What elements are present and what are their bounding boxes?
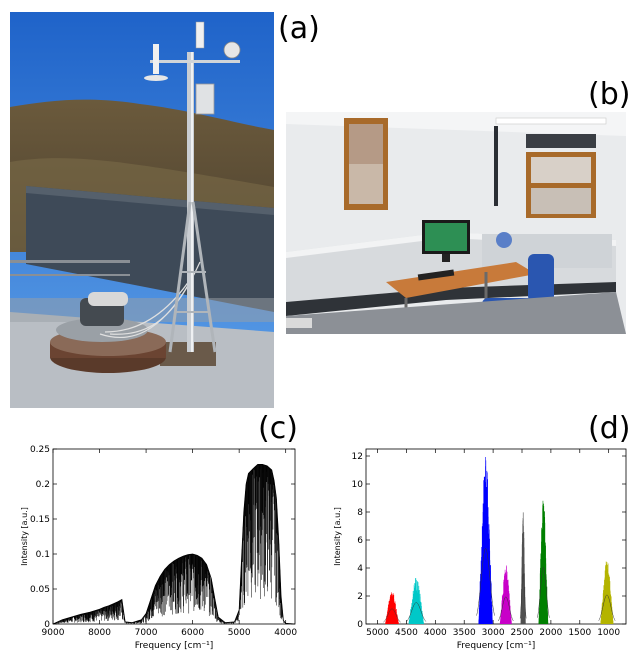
filter-band-lines	[478, 456, 493, 624]
x-tick-label: 9000	[42, 628, 65, 638]
x-tick-label: 2500	[511, 628, 534, 638]
chart-d: 5000 4500 4000 3500 3000 2500 2000 1500 1000 0 2 4 6…	[333, 448, 627, 651]
x-tick-label: 5000	[228, 628, 251, 638]
x-tick-label: 1500	[568, 628, 591, 638]
panel-label-b: (b)	[588, 77, 630, 112]
x-tick-label: 5000	[366, 628, 389, 638]
y-tick-label: 10	[352, 480, 364, 490]
plot-frame	[52, 448, 296, 625]
x-tick-label: 2000	[539, 628, 562, 638]
spectrum-envelope	[52, 464, 296, 625]
x-tick-label: 3500	[453, 628, 476, 638]
plot-frame	[365, 448, 627, 625]
filter-band-lines	[385, 592, 399, 624]
spectrum-series	[53, 464, 295, 624]
y-tick-label: 0	[357, 620, 363, 630]
filter-band-series	[519, 512, 527, 624]
photo-b-illustration	[286, 112, 626, 334]
x-tick-label: 8000	[88, 628, 111, 638]
filter-band-lines	[520, 512, 526, 624]
filter-curve	[383, 608, 401, 623]
filter-band-lines	[538, 500, 549, 624]
x-tick-label: 4000	[274, 628, 297, 638]
y-tick-label: 0	[44, 620, 50, 630]
y-tick-label: 6	[357, 536, 363, 546]
filter-curve	[406, 602, 427, 622]
filter-curve	[498, 596, 514, 622]
x-tick-label: 4500	[395, 628, 418, 638]
y-tick-label: 2	[357, 592, 363, 602]
x-tick-label: 1000	[597, 628, 620, 638]
y-tick-label: 0.05	[30, 585, 50, 595]
x-tick-label: 4000	[424, 628, 447, 638]
filter-curve	[519, 573, 527, 619]
filter-curve	[476, 548, 495, 616]
y-tick-label: 0.15	[30, 515, 50, 525]
filter-band-series	[498, 565, 514, 624]
y-axis-label: Intensity [a.u.]	[333, 507, 342, 566]
filter-band-lines	[600, 561, 614, 624]
y-tick-label: 0.2	[36, 480, 50, 490]
y-tick-label: 4	[357, 564, 363, 574]
panel-label-d: (d)	[588, 411, 630, 446]
filter-band-series	[476, 456, 495, 624]
y-tick-label: 0.1	[36, 550, 50, 560]
filter-curve	[537, 566, 550, 618]
photo-solar-tracker-site	[10, 12, 274, 408]
filter-band-lines	[499, 565, 512, 624]
chart-c: 9000 8000 7000 6000 5000 4000 0 0.05 0.1 0.15 0.2 0…	[20, 445, 297, 651]
y-tick-label: 12	[352, 452, 363, 462]
x-tick-label: 3000	[482, 628, 505, 638]
x-tick-label: 6000	[181, 628, 204, 638]
x-axis-label: Frequency [cm⁻¹]	[135, 641, 213, 651]
photo-a-illustration	[10, 12, 274, 408]
filter-curve	[598, 594, 616, 621]
filter-band-series	[383, 592, 401, 624]
filter-band-series	[598, 561, 616, 624]
photo-ftir-laboratory	[286, 112, 626, 334]
filter-band-series	[537, 500, 550, 624]
filter-band-lines	[408, 578, 424, 624]
filter-band-series	[406, 578, 427, 624]
y-tick-label: 0.25	[30, 445, 50, 455]
x-axis-label: Frequency [cm⁻¹]	[457, 641, 535, 651]
panel-label-a: (a)	[278, 11, 320, 46]
x-tick-label: 7000	[135, 628, 158, 638]
panel-label-c: (c)	[258, 411, 298, 446]
y-tick-label: 8	[357, 508, 363, 518]
y-axis-label: Intensity [a.u.]	[20, 507, 29, 566]
